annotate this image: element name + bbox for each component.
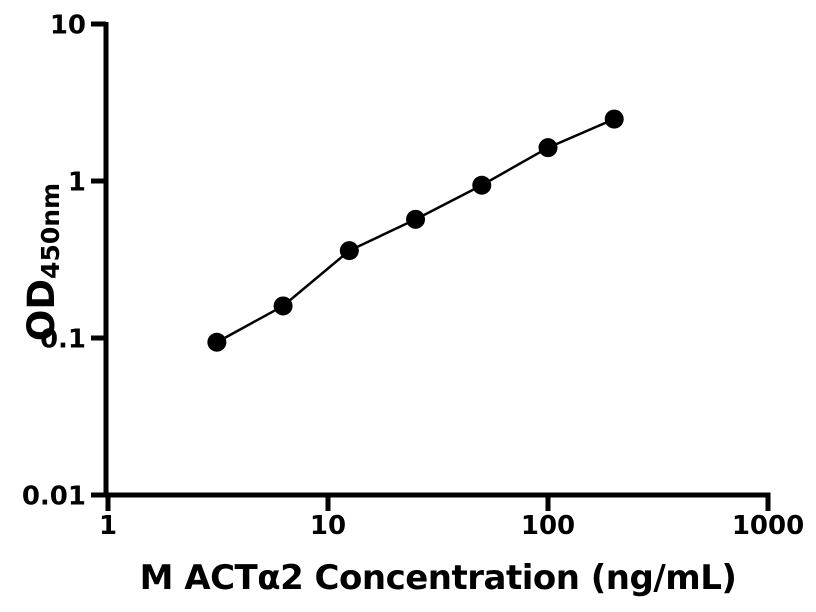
data-point [273, 296, 293, 316]
series-layer [207, 109, 624, 352]
data-point [207, 332, 227, 352]
data-point [604, 109, 624, 129]
data-point [538, 138, 558, 158]
y-tick-label: 0.1 [40, 325, 86, 355]
x-axis-title: M ACTα2 Concentration (ng/mL) [140, 558, 737, 598]
x-tick-label: 1 [99, 511, 117, 541]
y-tick-label: 10 [50, 11, 86, 41]
y-axis-title-subscript: 450nm [36, 183, 65, 279]
y-tick-label: 1 [68, 168, 86, 198]
x-tick-label: 1000 [732, 511, 804, 541]
x-tick-label: 100 [521, 511, 575, 541]
y-axis-title: OD450nm [20, 183, 65, 341]
axes-layer: 10 1 0.1 0.01 1 10 100 1000 [22, 11, 804, 542]
y-axis-title-main: OD [20, 279, 63, 341]
x-tick-label: 10 [310, 511, 346, 541]
y-tick-label: 0.01 [22, 482, 86, 512]
data-point [472, 175, 492, 195]
data-point [406, 209, 426, 229]
data-point [339, 241, 359, 261]
